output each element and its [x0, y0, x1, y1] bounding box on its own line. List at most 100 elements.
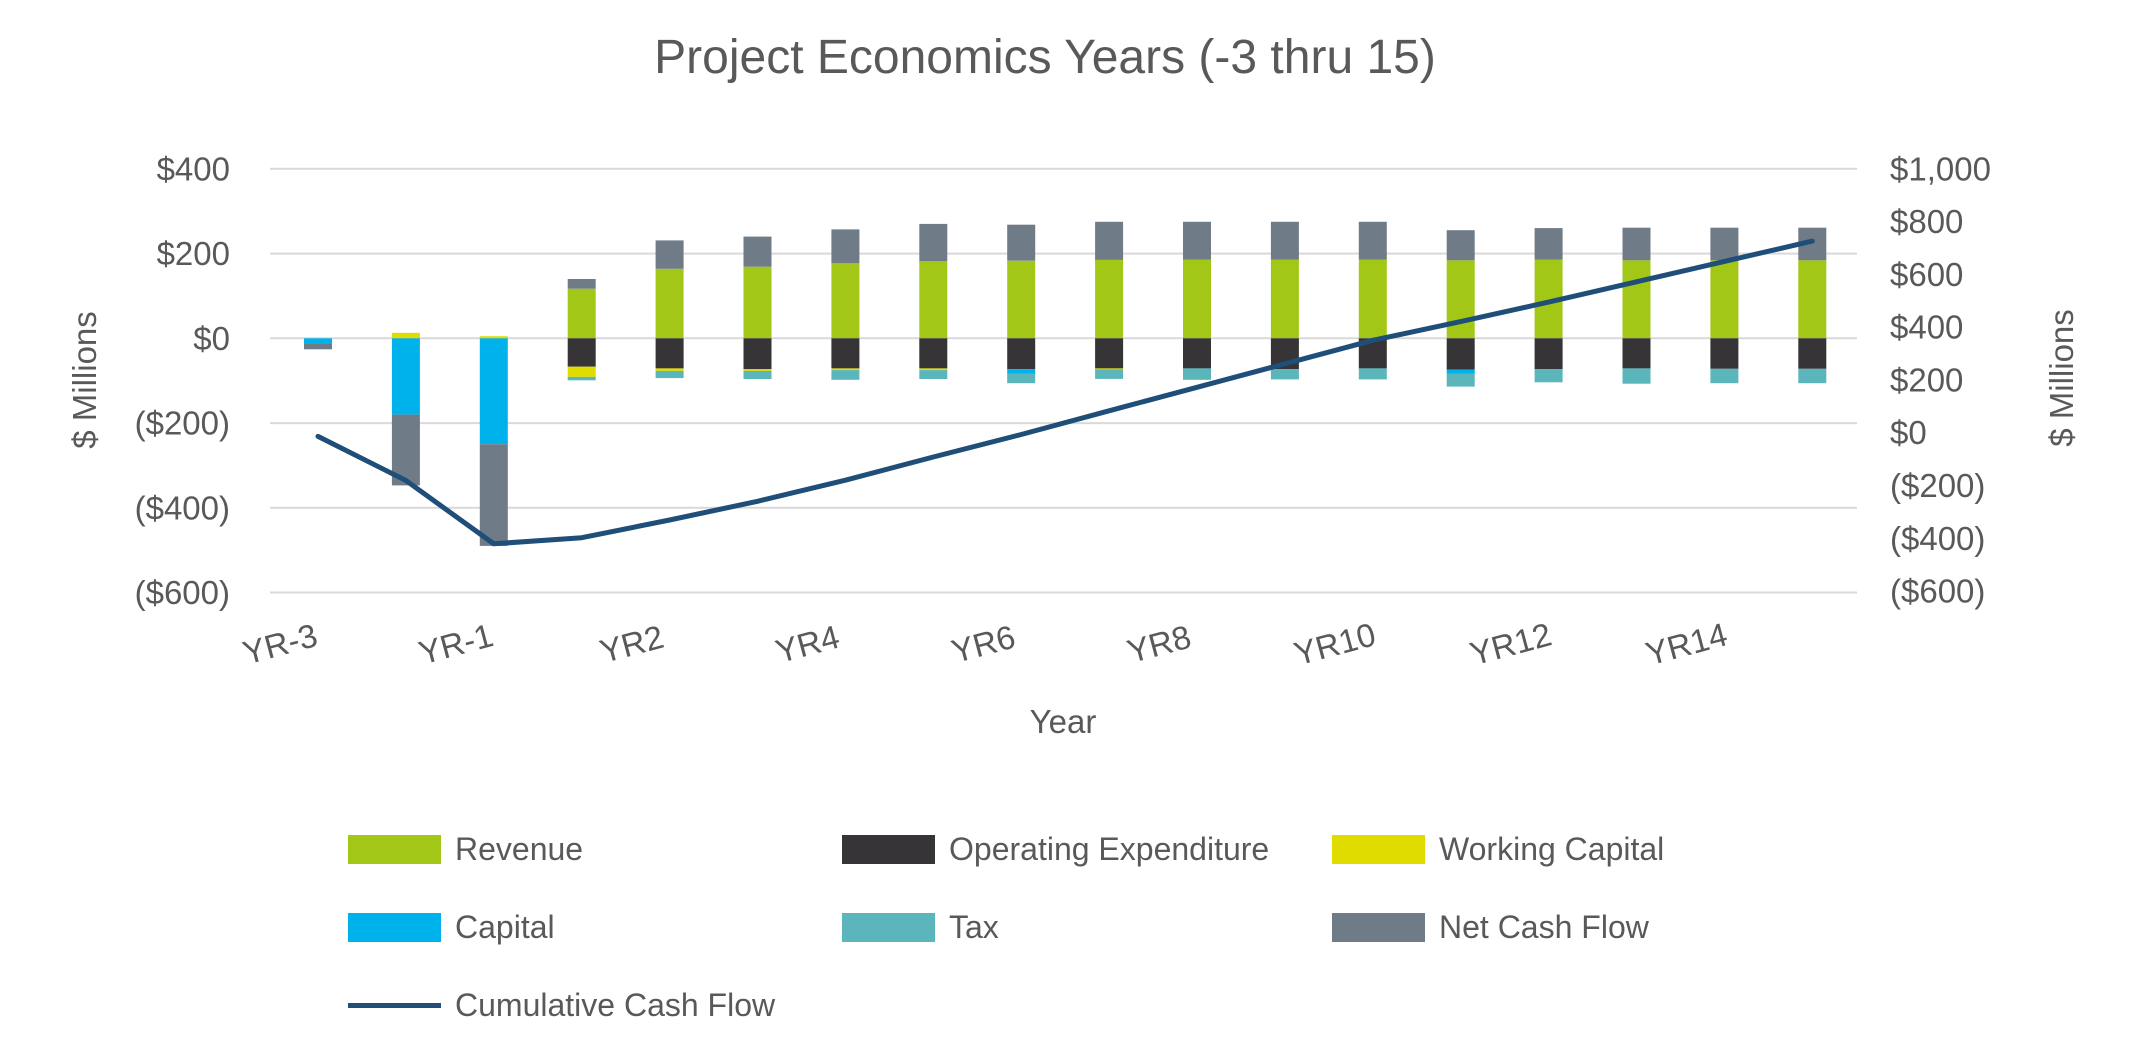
bar-segment-tax-YR5 [919, 370, 948, 379]
legend-label: Net Cash Flow [1439, 908, 1649, 945]
left-tick--400: ($400) [135, 489, 230, 526]
bar-segment-opex-YR5 [919, 338, 948, 369]
x-tick-YR8: YR8 [1123, 618, 1195, 670]
chart-title: Project Economics Years (-3 thru 15) [654, 31, 1436, 84]
bar-segment-working-capital-YR5 [919, 368, 948, 371]
bar-segment-revenue-YR8 [1183, 259, 1211, 339]
right-axis-labels: $1,000 $800 $600 $400 $200 $0 ($200) ($400) ($60… [1890, 150, 1991, 609]
legend-swatch-icon [1332, 912, 1425, 942]
legend-item-working-capital: Working Capital [1332, 830, 1665, 867]
legend-swatch-icon [842, 834, 935, 864]
right-tick-600: $600 [1890, 256, 1963, 293]
bar-segment-capital-YR6 [1007, 369, 1036, 374]
x-tick-YR4: YR4 [772, 618, 844, 670]
bar-segment-working-capital-YR1 [567, 366, 596, 377]
cumulative-line [315, 238, 1815, 547]
bar-segment-tax-YR9 [1270, 369, 1299, 380]
bar-segment-net-cash-flow-YR5 [919, 223, 948, 262]
bar-segment-net-cash-flow-YR7 [1095, 221, 1124, 260]
legend-label: Capital [455, 908, 555, 945]
legend-label: Operating Expenditure [949, 830, 1270, 867]
bar-segment-capital-YR11 [1446, 369, 1475, 374]
legend-swatch-icon [842, 912, 935, 942]
bar-segment-opex-YR11 [1446, 338, 1475, 370]
bar-segment-net-cash-flow-YR6 [1007, 224, 1036, 261]
x-tick-YR10: YR10 [1290, 615, 1379, 672]
legend-swatch-icon [348, 912, 441, 942]
right-tick-1000: $1,000 [1890, 150, 1991, 187]
bar-segment-tax-YR13 [1622, 368, 1651, 384]
bar-segment-net-cash-flow-YR2 [655, 240, 684, 269]
x-axis-title: Year [1029, 703, 1097, 740]
legend-item-tax: Tax [842, 908, 999, 945]
stacked-bars [304, 221, 1827, 546]
bar-segment-opex-YR8 [1183, 338, 1211, 369]
left-tick-200: $200 [157, 235, 230, 272]
x-tick-YR2: YR2 [596, 618, 668, 670]
bar-segment-working-capital-YR2 [655, 368, 684, 371]
bar-segment-revenue-YR4 [831, 263, 860, 339]
bar-segment-opex-YR12 [1534, 338, 1563, 370]
legend-item-revenue: Revenue [348, 830, 584, 867]
legend-line-icon [348, 1002, 441, 1008]
bar-segment-opex-YR6 [1007, 338, 1036, 370]
right-tick--400: ($400) [1890, 520, 1985, 557]
legend-label: Revenue [455, 830, 584, 867]
bar-segment-opex-YR14 [1710, 338, 1739, 369]
bar-segment-net-cash-flow-YR12 [1534, 228, 1563, 260]
bar-segment-revenue-YR2 [655, 268, 684, 339]
bar-segment-capital-YR-2 [391, 338, 420, 415]
bar-segment-tax-YR4 [831, 370, 860, 380]
bar-segment-tax-YR6 [1007, 373, 1036, 384]
left-tick-400: $400 [157, 150, 230, 187]
bar-segment-tax-YR8 [1183, 368, 1211, 380]
legend-item-operating-expenditure: Operating Expenditure [842, 830, 1270, 867]
bar-segment-tax-YR3 [743, 370, 772, 379]
legend-swatch-icon [1332, 834, 1425, 864]
bar-segment-revenue-YR15 [1798, 260, 1827, 339]
bar-segment-revenue-YR11 [1446, 260, 1475, 339]
legend-label: Tax [949, 908, 999, 945]
bar-segment-tax-YR7 [1095, 369, 1124, 379]
bar-segment-opex-YR7 [1095, 338, 1124, 369]
bar-segment-working-capital-YR4 [831, 368, 860, 371]
bar-segment-revenue-YR13 [1622, 260, 1651, 339]
bar-segment-revenue-YR3 [743, 266, 772, 339]
bar-segment-net-cash-flow-YR4 [831, 229, 860, 264]
bar-segment-net-cash-flow-YR9 [1270, 221, 1299, 260]
legend-item-cumulative-cash-flow: Cumulative Cash Flow [348, 987, 775, 1023]
bar-segment-opex-YR4 [831, 338, 860, 369]
right-tick-200: $200 [1890, 361, 1963, 398]
bar-segment-revenue-YR10 [1358, 259, 1387, 339]
x-tick-YR12: YR12 [1466, 615, 1555, 672]
bar-segment-revenue-YR6 [1007, 260, 1036, 339]
legend-swatch-icon [348, 834, 441, 864]
bar-segment-working-capital-YR3 [743, 369, 772, 371]
right-tick-800: $800 [1890, 203, 1963, 240]
bar-segment-net-cash-flow-YR11 [1446, 230, 1475, 261]
legend-label: Working Capital [1439, 830, 1665, 867]
bar-segment-net-cash-flow-YR10 [1358, 221, 1387, 260]
bar-segment-net-cash-flow-YR1 [567, 279, 596, 289]
bar-segment-opex-YR3 [743, 338, 772, 370]
bar-segment-net-cash-flow-YR-1 [479, 444, 508, 546]
bar-segment-revenue-YR14 [1710, 260, 1739, 339]
left-axis-labels: $400 $200 $0 ($200) ($400) ($600) [135, 150, 230, 611]
x-tick-YR-3: YR-3 [239, 616, 321, 671]
bar-segment-revenue-YR1 [567, 288, 596, 339]
bar-segment-working-capital-YR7 [1095, 368, 1124, 370]
bar-segment-working-capital-YR-1 [479, 336, 508, 339]
legend-item-net-cash-flow: Net Cash Flow [1332, 908, 1649, 945]
right-tick-0: $0 [1890, 414, 1927, 451]
bar-segment-net-cash-flow-YR3 [743, 236, 772, 267]
bar-segment-tax-YR1 [567, 376, 596, 381]
bar-segment-tax-YR11 [1446, 373, 1475, 387]
line-cumulative-cash-flow [315, 238, 1815, 547]
bar-segment-opex-YR13 [1622, 338, 1651, 369]
bar-segment-tax-YR10 [1358, 368, 1387, 380]
x-tick-YR6: YR6 [947, 618, 1019, 670]
bar-segment-revenue-YR7 [1095, 259, 1124, 339]
left-tick--600: ($600) [135, 574, 230, 611]
